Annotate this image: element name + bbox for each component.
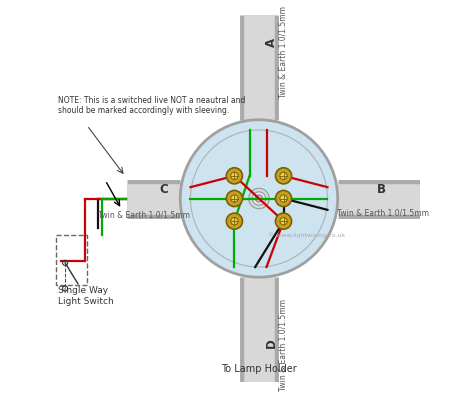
- Circle shape: [280, 218, 287, 225]
- Text: Single Way
Light Switch: Single Way Light Switch: [58, 286, 113, 306]
- Circle shape: [180, 120, 337, 277]
- Text: C: C: [159, 183, 168, 196]
- Circle shape: [231, 195, 238, 202]
- Text: Twin & Earth 1.0/1.5mm: Twin & Earth 1.0/1.5mm: [98, 210, 190, 220]
- Text: Twin & Earth 1.0/1.5mm: Twin & Earth 1.0/1.5mm: [337, 209, 429, 218]
- Circle shape: [252, 192, 265, 205]
- Circle shape: [227, 213, 243, 229]
- Circle shape: [255, 195, 263, 202]
- Circle shape: [275, 213, 292, 229]
- Circle shape: [275, 168, 292, 184]
- Text: Twin & Earth 1.0/1.5mm: Twin & Earth 1.0/1.5mm: [278, 299, 287, 391]
- Text: A: A: [265, 39, 278, 48]
- Text: B: B: [377, 183, 386, 196]
- Text: © www.lightwiring.co.uk: © www.lightwiring.co.uk: [268, 232, 345, 238]
- Text: To Lamp Holder: To Lamp Holder: [221, 364, 297, 374]
- Circle shape: [280, 172, 287, 179]
- Circle shape: [227, 191, 243, 206]
- Circle shape: [249, 188, 269, 209]
- Circle shape: [280, 195, 287, 202]
- Text: NOTE: This is a switched live NOT a neautral and
should be marked accordingly wi: NOTE: This is a switched live NOT a neau…: [58, 96, 245, 116]
- Circle shape: [231, 218, 238, 225]
- Text: D: D: [265, 338, 278, 348]
- Circle shape: [275, 191, 292, 206]
- Bar: [56, 235, 87, 285]
- Text: Twin & Earth 1.0/1.5mm: Twin & Earth 1.0/1.5mm: [278, 6, 287, 98]
- Circle shape: [227, 168, 243, 184]
- Circle shape: [231, 172, 238, 179]
